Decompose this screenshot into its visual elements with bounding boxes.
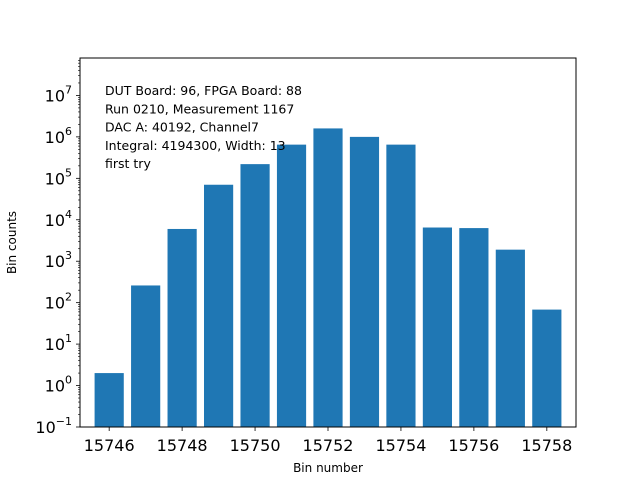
y-tick-label: 105 bbox=[45, 166, 72, 188]
y-axis-label: Bin counts bbox=[5, 211, 19, 274]
y-tick-label: 104 bbox=[45, 208, 72, 230]
bars-group bbox=[94, 128, 562, 428]
y-tick-label: 101 bbox=[45, 332, 72, 354]
annotation-line: DUT Board: 96, FPGA Board: 88 bbox=[105, 83, 302, 98]
bar-15751 bbox=[276, 144, 307, 427]
x-tick-label: 15746 bbox=[84, 436, 135, 455]
y-tick-label: 106 bbox=[45, 125, 72, 147]
bar-15755 bbox=[422, 227, 452, 427]
y-tick-label: 102 bbox=[45, 291, 72, 313]
x-axis-label: Bin number bbox=[293, 461, 363, 475]
plot-frame bbox=[79, 57, 577, 428]
annotation-group: DUT Board: 96, FPGA Board: 88 Run 0210, M… bbox=[105, 83, 302, 171]
bar-15749 bbox=[204, 184, 234, 427]
bar-15756 bbox=[459, 228, 489, 427]
bar-15750 bbox=[240, 164, 270, 427]
y-axis-ticks: 10−1 100 101 102 103 104 105 106 107 bbox=[35, 60, 80, 437]
x-tick-label: 15758 bbox=[521, 436, 572, 455]
bar-15757 bbox=[495, 249, 525, 427]
bar-15746 bbox=[94, 373, 124, 427]
bar-15748 bbox=[167, 228, 197, 427]
bar-15752 bbox=[313, 128, 343, 428]
bar-15754 bbox=[386, 144, 416, 427]
x-axis-ticks: 15746 15748 15750 15752 15754 15756 15758 bbox=[84, 427, 572, 455]
x-tick-label: 15750 bbox=[230, 436, 281, 455]
x-tick-label: 15756 bbox=[448, 436, 499, 455]
bar-15753 bbox=[349, 136, 380, 427]
annotation-line: Integral: 4194300, Width: 13 bbox=[105, 138, 286, 153]
y-tick-label: 100 bbox=[45, 374, 72, 396]
x-tick-label: 15752 bbox=[303, 436, 354, 455]
y-tick-label: 10−1 bbox=[35, 415, 72, 437]
annotation-line: Run 0210, Measurement 1167 bbox=[105, 101, 294, 116]
bar-15747 bbox=[131, 285, 161, 427]
annotation-line: DAC A: 40192, Channel7 bbox=[105, 120, 259, 135]
y-tick-label: 103 bbox=[45, 249, 72, 271]
x-tick-label: 15754 bbox=[375, 436, 426, 455]
annotation-line: first try bbox=[105, 156, 151, 171]
y-tick-label: 107 bbox=[45, 83, 72, 105]
bar-15758 bbox=[532, 309, 562, 427]
x-tick-label: 15748 bbox=[157, 436, 208, 455]
